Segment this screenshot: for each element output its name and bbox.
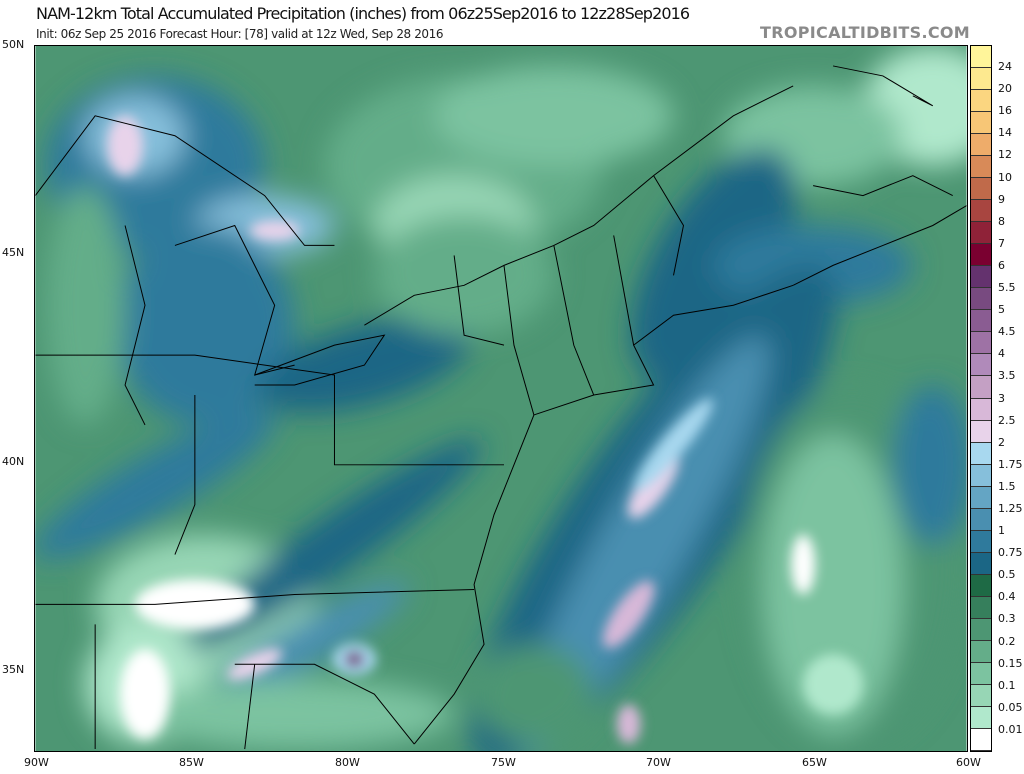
colorbar-bin bbox=[971, 442, 991, 465]
colorbar-bin bbox=[971, 156, 991, 179]
lat-label: 40N bbox=[2, 455, 25, 468]
colorbar-label: 10 bbox=[998, 170, 1012, 184]
colorbar-bin bbox=[971, 134, 991, 157]
colorbar-bin bbox=[971, 728, 991, 751]
colorbar-label: 4 bbox=[998, 347, 1005, 361]
colorbar-label: 16 bbox=[998, 104, 1012, 118]
colorbar-bin bbox=[971, 464, 991, 487]
colorbar-label: 0.05 bbox=[998, 700, 1023, 714]
precipitation-map bbox=[34, 45, 968, 752]
colorbar-label: 7 bbox=[998, 236, 1005, 250]
colorbar-bin bbox=[971, 398, 991, 421]
colorbar-label: 1 bbox=[998, 524, 1005, 538]
colorbar-bin bbox=[971, 706, 991, 729]
colorbar-label: 2.5 bbox=[998, 413, 1016, 427]
map-title: NAM-12km Total Accumulated Precipitation… bbox=[36, 4, 690, 23]
colorbar-bin bbox=[971, 376, 991, 399]
colorbar-bin bbox=[971, 684, 991, 707]
map-subtitle: Init: 06z Sep 25 2016 Forecast Hour: [78… bbox=[36, 27, 444, 41]
colorbar-label: 1.25 bbox=[998, 501, 1023, 515]
colorbar-label: 3.5 bbox=[998, 369, 1016, 383]
lon-label: 70W bbox=[646, 756, 671, 769]
lon-label: 80W bbox=[335, 756, 360, 769]
lat-label: 45N bbox=[2, 246, 25, 259]
lat-label: 50N bbox=[2, 38, 25, 51]
colorbar-bin bbox=[971, 530, 991, 553]
colorbar-bin bbox=[971, 200, 991, 223]
colorbar-bin bbox=[971, 68, 991, 91]
colorbar-bin bbox=[971, 178, 991, 201]
colorbar-label: 1.75 bbox=[998, 457, 1023, 471]
colorbar-label: 0.75 bbox=[998, 546, 1023, 560]
lon-label: 65W bbox=[802, 756, 827, 769]
colorbar-label: 6 bbox=[998, 258, 1005, 272]
colorbar-bin bbox=[971, 266, 991, 289]
colorbar-bin bbox=[971, 508, 991, 531]
colorbar-label: 5 bbox=[998, 303, 1005, 317]
colorbar-bin bbox=[971, 332, 991, 355]
colorbar-label: 0.2 bbox=[998, 634, 1016, 648]
colorbar-label: 0.15 bbox=[998, 656, 1023, 670]
lon-label: 60W bbox=[956, 756, 981, 769]
colorbar-label: 0.5 bbox=[998, 568, 1016, 582]
colorbar-label: 0.3 bbox=[998, 612, 1016, 626]
colorbar-label: 0.01 bbox=[998, 722, 1023, 736]
colorbar-bin bbox=[971, 420, 991, 443]
colorbar-label: 8 bbox=[998, 214, 1005, 228]
watermark: TROPICALTIDBITS.COM bbox=[760, 23, 970, 42]
coastlines-borders bbox=[35, 65, 967, 750]
colorbar-bin bbox=[971, 112, 991, 135]
colorbar-label: 4.5 bbox=[998, 325, 1016, 339]
colorbar-label: 24 bbox=[998, 60, 1012, 74]
colorbar-bin bbox=[971, 354, 991, 377]
colorbar-bin bbox=[971, 596, 991, 619]
lat-label: 35N bbox=[2, 663, 25, 676]
colorbar-bin bbox=[971, 244, 991, 267]
colorbar-label: 0.1 bbox=[998, 678, 1016, 692]
colorbar-label: 3 bbox=[998, 391, 1005, 405]
colorbar-bin bbox=[971, 662, 991, 685]
colorbar-label: 12 bbox=[998, 148, 1012, 162]
colorbar-bin bbox=[971, 486, 991, 509]
colorbar-bin bbox=[971, 574, 991, 597]
colorbar-label: 0.4 bbox=[998, 590, 1016, 604]
lon-label: 85W bbox=[179, 756, 204, 769]
colorbar-bin bbox=[971, 618, 991, 641]
colorbar-label: 20 bbox=[998, 82, 1012, 96]
colorbar bbox=[970, 45, 992, 752]
lon-label: 90W bbox=[24, 756, 49, 769]
colorbar-bin bbox=[971, 46, 991, 69]
precipitation-field bbox=[35, 46, 967, 751]
colorbar-label: 1.5 bbox=[998, 479, 1016, 493]
colorbar-bin bbox=[971, 310, 991, 333]
colorbar-bin bbox=[971, 90, 991, 113]
colorbar-bin bbox=[971, 288, 991, 311]
colorbar-label: 9 bbox=[998, 192, 1005, 206]
colorbar-bin bbox=[971, 640, 991, 663]
colorbar-bin bbox=[971, 222, 991, 245]
colorbar-label: 2 bbox=[998, 435, 1005, 449]
colorbar-label: 14 bbox=[998, 126, 1012, 140]
colorbar-label: 5.5 bbox=[998, 281, 1016, 295]
colorbar-bin bbox=[971, 552, 991, 575]
lon-label: 75W bbox=[491, 756, 516, 769]
